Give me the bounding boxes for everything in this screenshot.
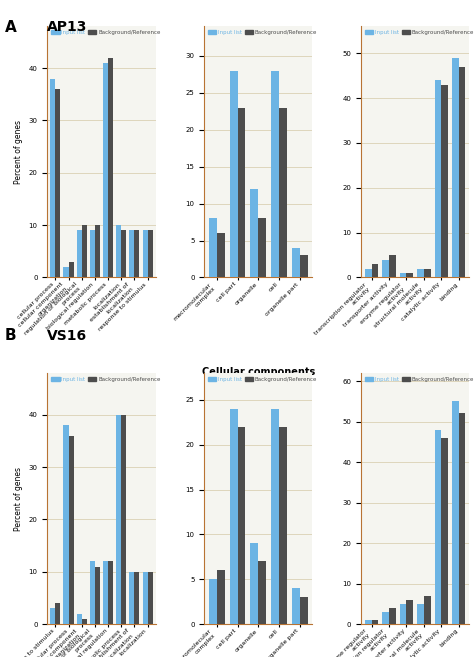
Bar [279, 427, 287, 624]
Bar [148, 231, 153, 277]
Bar [250, 189, 258, 277]
Legend: Input list, Background/Reference: Input list, Background/Reference [50, 376, 162, 383]
Bar [69, 436, 73, 624]
Bar [237, 427, 246, 624]
Bar [217, 570, 225, 624]
Bar [55, 89, 60, 277]
Bar [271, 70, 279, 277]
Bar [441, 85, 448, 277]
Bar [209, 579, 217, 624]
Bar [143, 231, 148, 277]
Bar [389, 608, 396, 624]
Y-axis label: Percent of genes: Percent of genes [14, 120, 23, 184]
Bar [424, 596, 430, 624]
Bar [459, 413, 465, 624]
Bar [77, 231, 82, 277]
Bar [95, 566, 100, 624]
Bar [116, 225, 121, 277]
Bar [95, 225, 100, 277]
Bar [135, 572, 139, 624]
Bar [389, 255, 396, 277]
Bar [237, 108, 246, 277]
Bar [129, 231, 135, 277]
X-axis label: Biological process: Biological process [52, 382, 151, 392]
Bar [108, 561, 113, 624]
Text: AP13: AP13 [47, 20, 88, 34]
Bar [452, 58, 459, 277]
Bar [143, 572, 148, 624]
Bar [77, 614, 82, 624]
Bar [400, 604, 406, 624]
Bar [365, 620, 372, 624]
Bar [121, 415, 126, 624]
Bar [292, 588, 300, 624]
Legend: Input list, Background/Reference: Input list, Background/Reference [207, 29, 319, 36]
Bar [64, 267, 69, 277]
Bar [229, 70, 237, 277]
X-axis label: Molecular function: Molecular function [364, 381, 467, 392]
Bar [271, 409, 279, 624]
Bar [103, 63, 108, 277]
Bar [417, 269, 424, 277]
Y-axis label: Percent of genes: Percent of genes [14, 466, 23, 531]
Legend: Input list, Background/Reference: Input list, Background/Reference [364, 376, 474, 383]
Bar [300, 597, 308, 624]
Bar [148, 572, 153, 624]
Bar [69, 261, 73, 277]
Bar [452, 401, 459, 624]
Bar [108, 58, 113, 277]
Bar [129, 572, 135, 624]
Bar [82, 619, 87, 624]
Bar [90, 231, 95, 277]
Bar [121, 231, 126, 277]
Bar [55, 603, 60, 624]
Bar [372, 264, 378, 277]
Bar [292, 248, 300, 277]
Bar [229, 409, 237, 624]
Legend: Input list, Background/Reference: Input list, Background/Reference [207, 376, 319, 383]
Bar [217, 233, 225, 277]
Bar [250, 543, 258, 624]
Bar [90, 561, 95, 624]
Bar [103, 561, 108, 624]
Bar [435, 430, 441, 624]
Bar [383, 260, 389, 277]
Bar [279, 108, 287, 277]
Legend: Input list, Background/Reference: Input list, Background/Reference [364, 29, 474, 36]
Text: VS16: VS16 [47, 328, 88, 342]
Bar [406, 273, 413, 277]
Bar [435, 80, 441, 277]
Bar [459, 66, 465, 277]
Bar [50, 79, 55, 277]
Bar [300, 256, 308, 277]
Bar [82, 225, 87, 277]
Bar [406, 600, 413, 624]
Bar [258, 218, 266, 277]
Bar [209, 218, 217, 277]
Bar [50, 608, 55, 624]
Bar [424, 269, 430, 277]
Bar [417, 604, 424, 624]
Text: A: A [5, 20, 17, 35]
Bar [116, 415, 121, 624]
Bar [383, 612, 389, 624]
Bar [64, 425, 69, 624]
Bar [365, 269, 372, 277]
Text: B: B [5, 328, 17, 344]
Bar [372, 620, 378, 624]
Bar [400, 273, 406, 277]
Bar [441, 438, 448, 624]
Legend: Input list, Background/Reference: Input list, Background/Reference [50, 29, 162, 36]
Bar [135, 231, 139, 277]
Bar [258, 561, 266, 624]
X-axis label: Cellular components: Cellular components [202, 367, 315, 377]
